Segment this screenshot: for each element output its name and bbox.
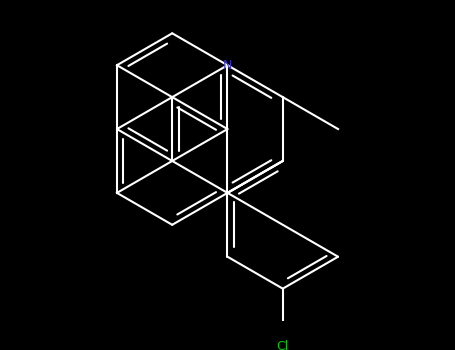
Text: N: N bbox=[223, 59, 232, 72]
Text: Cl: Cl bbox=[277, 340, 289, 350]
